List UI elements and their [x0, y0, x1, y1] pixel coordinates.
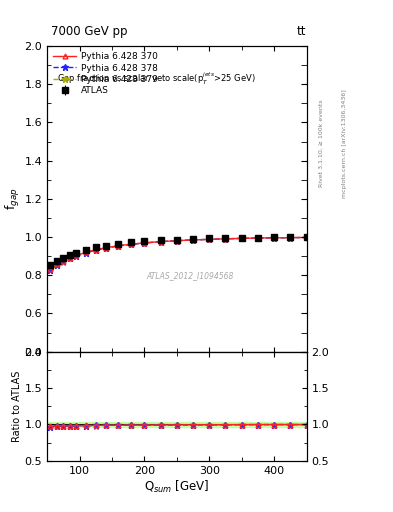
- Pythia 6.428 370: [288, 234, 293, 241]
- Pythia 6.428 378: [116, 243, 121, 249]
- Pythia 6.428 378: [68, 255, 72, 261]
- Pythia 6.428 370: [48, 266, 53, 272]
- Pythia 6.428 370: [174, 238, 179, 244]
- Text: mcplots.cern.ch [arXiv:1306.3436]: mcplots.cern.ch [arXiv:1306.3436]: [342, 89, 347, 198]
- Pythia 6.428 379: [158, 239, 163, 245]
- Pythia 6.428 379: [94, 247, 98, 253]
- Pythia 6.428 379: [288, 234, 293, 241]
- Pythia 6.428 378: [288, 234, 293, 241]
- Pythia 6.428 370: [255, 235, 260, 241]
- Pythia 6.428 378: [61, 258, 66, 264]
- Pythia 6.428 370: [116, 243, 121, 249]
- Pythia 6.428 379: [103, 245, 108, 251]
- Y-axis label: f$_{gap}$: f$_{gap}$: [4, 187, 22, 210]
- Pythia 6.428 379: [129, 241, 134, 247]
- Pythia 6.428 379: [272, 235, 277, 241]
- Pythia 6.428 370: [68, 254, 72, 261]
- Pythia 6.428 379: [61, 259, 66, 265]
- Pythia 6.428 370: [272, 235, 277, 241]
- Text: Rivet 3.1.10, ≥ 100k events: Rivet 3.1.10, ≥ 100k events: [318, 99, 323, 187]
- Pythia 6.428 370: [61, 258, 66, 264]
- Pythia 6.428 378: [74, 253, 79, 259]
- Pythia 6.428 378: [239, 236, 244, 242]
- Pythia 6.428 370: [103, 245, 108, 251]
- Y-axis label: Ratio to ATLAS: Ratio to ATLAS: [12, 371, 22, 442]
- Line: Pythia 6.428 378: Pythia 6.428 378: [47, 234, 310, 273]
- Pythia 6.428 378: [158, 239, 163, 245]
- Pythia 6.428 370: [207, 237, 211, 243]
- Pythia 6.428 370: [158, 239, 163, 245]
- Pythia 6.428 378: [272, 235, 277, 241]
- Pythia 6.428 378: [174, 238, 179, 244]
- Pythia 6.428 379: [116, 243, 121, 249]
- Pythia 6.428 379: [304, 234, 309, 241]
- Pythia 6.428 378: [84, 250, 88, 256]
- Pythia 6.428 378: [94, 247, 98, 253]
- Pythia 6.428 370: [74, 252, 79, 259]
- Pythia 6.428 379: [74, 253, 79, 259]
- Pythia 6.428 378: [103, 245, 108, 251]
- Pythia 6.428 378: [129, 241, 134, 247]
- Pythia 6.428 379: [68, 255, 72, 262]
- Pythia 6.428 370: [84, 249, 88, 255]
- Legend: Pythia 6.428 370, Pythia 6.428 378, Pythia 6.428 379, ATLAS: Pythia 6.428 370, Pythia 6.428 378, Pyth…: [51, 51, 159, 97]
- Pythia 6.428 379: [191, 237, 195, 243]
- Pythia 6.428 378: [191, 237, 195, 243]
- Pythia 6.428 370: [94, 247, 98, 253]
- Pythia 6.428 370: [55, 261, 59, 267]
- Bar: [47, 422, 307, 426]
- Pythia 6.428 379: [207, 237, 211, 243]
- Text: ATLAS_2012_I1094568: ATLAS_2012_I1094568: [146, 271, 233, 280]
- Pythia 6.428 378: [255, 235, 260, 241]
- Pythia 6.428 370: [191, 237, 195, 243]
- Pythia 6.428 379: [55, 262, 59, 268]
- Pythia 6.428 378: [48, 267, 53, 273]
- Pythia 6.428 379: [48, 267, 53, 273]
- Pythia 6.428 370: [129, 241, 134, 247]
- Pythia 6.428 379: [142, 240, 147, 246]
- Text: 7000 GeV pp: 7000 GeV pp: [51, 26, 128, 38]
- Pythia 6.428 370: [223, 236, 228, 242]
- Pythia 6.428 370: [239, 236, 244, 242]
- X-axis label: Q$_{sum}$ [GeV]: Q$_{sum}$ [GeV]: [144, 478, 209, 495]
- Pythia 6.428 378: [223, 236, 228, 242]
- Pythia 6.428 370: [142, 240, 147, 246]
- Pythia 6.428 379: [223, 236, 228, 242]
- Pythia 6.428 379: [84, 250, 88, 256]
- Pythia 6.428 378: [304, 234, 309, 241]
- Pythia 6.428 379: [255, 235, 260, 241]
- Text: Gap fraction vs scalar veto scale(p$_{T}^{jets}$>25 GeV): Gap fraction vs scalar veto scale(p$_{T}…: [57, 71, 255, 87]
- Pythia 6.428 379: [239, 236, 244, 242]
- Pythia 6.428 378: [207, 237, 211, 243]
- Line: Pythia 6.428 379: Pythia 6.428 379: [47, 234, 310, 273]
- Text: tt: tt: [297, 26, 307, 38]
- Line: Pythia 6.428 370: Pythia 6.428 370: [48, 235, 309, 271]
- Pythia 6.428 379: [174, 238, 179, 244]
- Pythia 6.428 378: [55, 262, 59, 268]
- Pythia 6.428 378: [142, 240, 147, 246]
- Pythia 6.428 370: [304, 234, 309, 241]
